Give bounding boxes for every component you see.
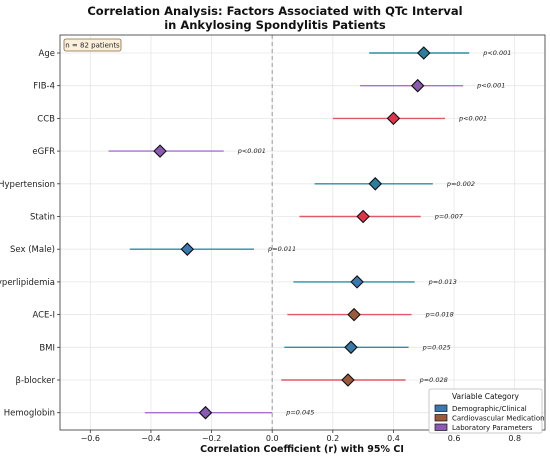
y-tick-label-7: Hyperlipidemia bbox=[0, 278, 55, 288]
y-tick-label-6: Sex (Male) bbox=[10, 245, 55, 255]
point-marker-1 bbox=[410, 78, 425, 93]
x-tick-label-0: −0.6 bbox=[81, 434, 100, 443]
sample-size-box bbox=[63, 38, 122, 52]
p-value-label-6: p=0.011 bbox=[267, 245, 296, 253]
x-tick-label-6: 0.6 bbox=[448, 434, 461, 443]
p-value-label-5: p=0.007 bbox=[434, 213, 464, 221]
plot-background bbox=[60, 35, 545, 430]
legend-label-2: Laboratory Parameters bbox=[452, 424, 533, 432]
point-marker-5 bbox=[356, 209, 370, 224]
p-value-label-8: p=0.018 bbox=[425, 311, 454, 319]
p-value-label-4: p=0.002 bbox=[446, 180, 475, 188]
p-value-label-11: p=0.045 bbox=[285, 409, 314, 417]
y-tick-label-1: FIB-4 bbox=[33, 82, 55, 92]
legend-label-1: Cardiovascular Medication bbox=[452, 415, 545, 423]
p-value-label-10: p=0.028 bbox=[419, 376, 448, 384]
point-marker-10 bbox=[341, 373, 355, 387]
point-marker-2 bbox=[386, 111, 401, 126]
chart-title-line-2: in Ankylosing Spondylitis Patients bbox=[164, 18, 386, 32]
plot-area: −0.6 −0.4 −0.2 0.0 0.2 0.4 0.6 0.8 Age p<0.001 FIB… bbox=[0, 34, 546, 443]
point-marker-9 bbox=[344, 340, 358, 355]
p-value-label-2: p<0.001 bbox=[458, 114, 487, 122]
p-value-label-3: p<0.001 bbox=[237, 147, 266, 155]
point-marker-8 bbox=[347, 307, 361, 322]
chart-title-line-1: Correlation Analysis: Factors Associated… bbox=[87, 4, 462, 18]
p-value-label-1: p<0.001 bbox=[476, 82, 505, 90]
point-marker-7 bbox=[350, 275, 364, 289]
point-marker-11 bbox=[198, 405, 213, 420]
y-tick-label-11: Hemoglobin bbox=[4, 409, 55, 419]
legend-label-0: Demographic/Clinical bbox=[452, 405, 527, 413]
y-tick-label-10: β-blocker bbox=[16, 376, 56, 386]
plot-frame bbox=[59, 34, 546, 431]
point-marker-0 bbox=[416, 46, 431, 60]
y-tick-label-5: Statin bbox=[30, 213, 55, 223]
sample-size-note: n = 82 patients bbox=[63, 38, 122, 52]
legend-swatch-1 bbox=[434, 414, 448, 422]
legend-swatch-2 bbox=[434, 423, 448, 431]
y-tick-label-3: eGFR bbox=[32, 147, 55, 157]
p-value-label-9: p=0.025 bbox=[422, 343, 451, 351]
x-tick-label-4: 0.2 bbox=[326, 434, 339, 443]
x-tick-label-7: 0.8 bbox=[508, 434, 521, 443]
p-value-label-0: p<0.001 bbox=[482, 49, 511, 57]
legend: Variable Category Demographic/Clinical Car… bbox=[428, 388, 545, 434]
point-marker-3 bbox=[153, 144, 167, 158]
sample-size-text: n = 82 patients bbox=[65, 42, 120, 50]
legend-title: Variable Category bbox=[452, 392, 520, 401]
x-tick-label-1: −0.4 bbox=[141, 434, 160, 443]
point-marker-4 bbox=[368, 177, 383, 191]
x-tick-label-2: −0.2 bbox=[202, 434, 221, 443]
x-axis-label: Correlation Coefficient (r) with 95% CI bbox=[200, 444, 404, 455]
y-tick-label-0: Age bbox=[39, 49, 55, 59]
y-tick-label-8: ACE-I bbox=[32, 311, 55, 321]
y-tick-label-2: CCB bbox=[37, 114, 55, 124]
y-tick-label-9: BMI bbox=[39, 343, 55, 353]
p-value-label-7: p=0.013 bbox=[428, 278, 457, 286]
x-tick-label-5: 0.4 bbox=[387, 434, 400, 443]
point-marker-6 bbox=[180, 242, 195, 256]
legend-swatch-0 bbox=[434, 404, 448, 412]
y-tick-label-4: Hypertension bbox=[0, 180, 55, 190]
legend-box bbox=[428, 388, 543, 434]
x-tick-label-3: 0.0 bbox=[266, 434, 279, 443]
